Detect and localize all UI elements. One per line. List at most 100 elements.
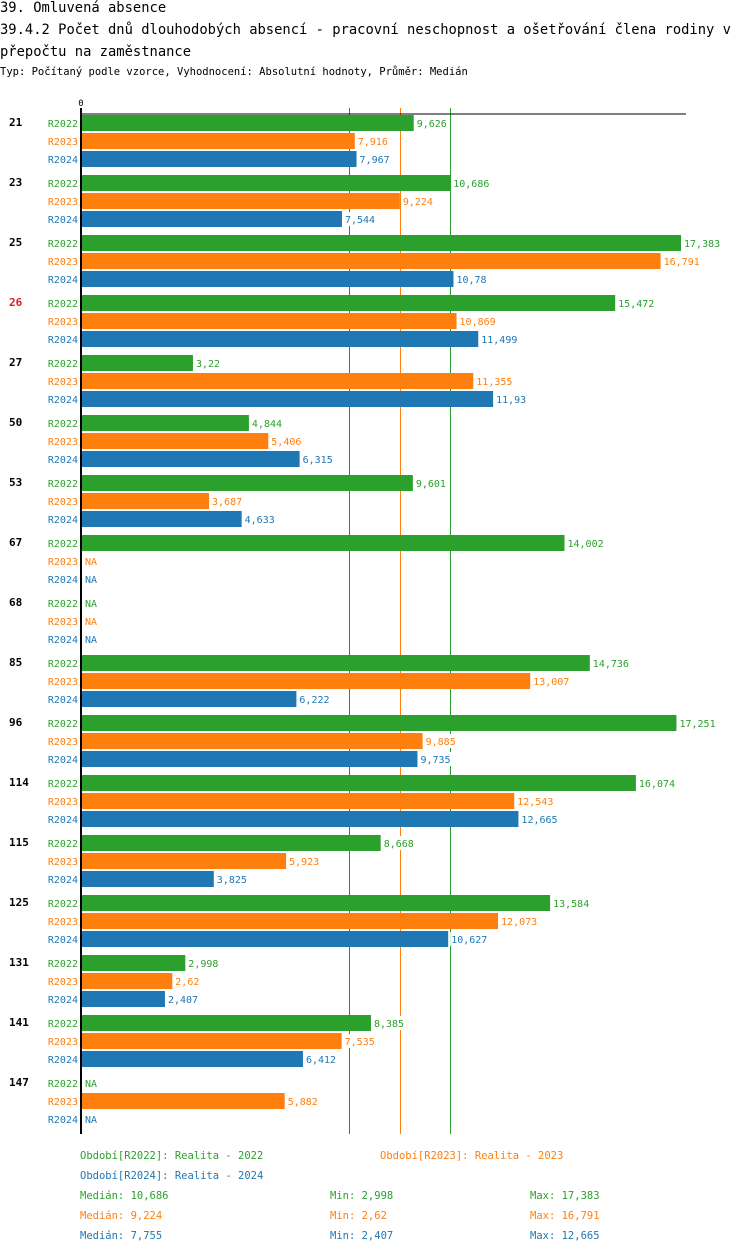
data-label-bg	[591, 656, 631, 670]
x-tick-label: 0	[78, 99, 83, 109]
bar	[82, 253, 661, 269]
bar	[82, 415, 249, 431]
bar	[82, 313, 457, 329]
data-label-bg	[84, 1112, 99, 1126]
category-label: 25	[9, 236, 22, 249]
series-label: R2024	[48, 875, 78, 886]
bar	[82, 655, 590, 671]
data-label: 8,385	[374, 1019, 404, 1030]
bar	[82, 991, 165, 1007]
series-label: R2024	[48, 155, 78, 166]
series-label: R2024	[48, 995, 78, 1006]
bar	[82, 733, 423, 749]
category-label: 27	[9, 356, 22, 369]
data-label-bg	[211, 494, 244, 508]
series-label: R2023	[48, 737, 78, 748]
series-label: R2024	[48, 515, 78, 526]
section-title: 39. Omluvená absence	[0, 0, 167, 16]
bar	[82, 115, 414, 131]
category-label: 141	[9, 1016, 29, 1029]
bar	[82, 373, 474, 389]
data-label: 11,355	[476, 377, 512, 388]
bar	[82, 931, 449, 947]
series-label: R2022	[48, 1079, 78, 1090]
series-label: R2022	[48, 779, 78, 790]
data-label-bg	[84, 596, 99, 610]
data-label: 6,412	[306, 1055, 336, 1066]
bar	[82, 691, 297, 707]
series-label: R2022	[48, 479, 78, 490]
bar	[82, 835, 381, 851]
series-label: R2023	[48, 377, 78, 388]
series-label: R2023	[48, 137, 78, 148]
bar	[82, 535, 565, 551]
data-label-bg	[343, 212, 377, 226]
data-label-bg	[288, 854, 321, 868]
data-label-bg	[637, 776, 677, 790]
bar	[82, 913, 499, 929]
data-label-bg	[495, 392, 528, 406]
bar	[82, 133, 355, 149]
series-label: R2022	[48, 239, 78, 250]
bar	[82, 793, 515, 809]
data-label-bg	[243, 512, 277, 526]
data-label: NA	[85, 1079, 97, 1090]
category-label: 68	[9, 596, 22, 609]
series-label: R2024	[48, 275, 78, 286]
bar	[82, 175, 451, 191]
data-label-bg	[450, 932, 489, 946]
data-label-bg	[475, 374, 514, 388]
data-label: 7,544	[345, 215, 375, 226]
bar	[82, 475, 413, 491]
series-label: R2023	[48, 437, 78, 448]
stat-max-r2023: Max: 16,791	[530, 1210, 600, 1222]
category-label: 125	[9, 896, 29, 909]
series-label: R2024	[48, 1115, 78, 1126]
data-label-bg	[356, 134, 390, 148]
data-label: NA	[85, 557, 97, 568]
data-label-bg	[401, 194, 435, 208]
data-label: 12,073	[501, 917, 537, 928]
data-label-bg	[358, 152, 392, 166]
series-label: R2022	[48, 719, 78, 730]
series-label: R2023	[48, 797, 78, 808]
data-label-bg	[286, 1094, 320, 1108]
bar	[82, 511, 242, 527]
data-label-bg	[566, 536, 606, 550]
data-label: 5,406	[271, 437, 301, 448]
data-label-bg	[419, 752, 452, 766]
data-label: 7,535	[345, 1037, 375, 1048]
series-label: R2023	[48, 1037, 78, 1048]
series-label: R2024	[48, 335, 78, 346]
data-label: 7,916	[358, 137, 388, 148]
data-label: 9,601	[416, 479, 446, 490]
data-label: 3,687	[212, 497, 242, 508]
series-label: R2022	[48, 419, 78, 430]
data-label-bg	[372, 1016, 406, 1030]
series-label: R2022	[48, 599, 78, 610]
data-label-bg	[343, 1034, 377, 1048]
chart-title: 39.4.2 Počet dnů dlouhodobých absencí - …	[0, 22, 731, 60]
category-label: 114	[9, 776, 29, 789]
data-label: 14,736	[593, 659, 629, 670]
data-label: 9,885	[426, 737, 456, 748]
data-label-bg	[516, 794, 555, 808]
data-label-bg	[414, 476, 448, 490]
data-label: 9,626	[417, 119, 447, 130]
bar	[82, 193, 400, 209]
data-label-bg	[215, 872, 249, 886]
data-label: 2,62	[175, 977, 199, 988]
bar	[82, 151, 357, 167]
data-label-bg	[194, 356, 222, 370]
series-label: R2023	[48, 257, 78, 268]
data-label-bg	[270, 434, 303, 448]
bar	[82, 235, 682, 251]
data-label: 11,93	[496, 395, 526, 406]
category-label: 85	[9, 656, 22, 669]
data-label-bg	[84, 632, 99, 646]
series-label: R2022	[48, 359, 78, 370]
data-label: 17,383	[684, 239, 720, 250]
data-label-bg	[166, 992, 200, 1006]
bar	[82, 1051, 303, 1067]
